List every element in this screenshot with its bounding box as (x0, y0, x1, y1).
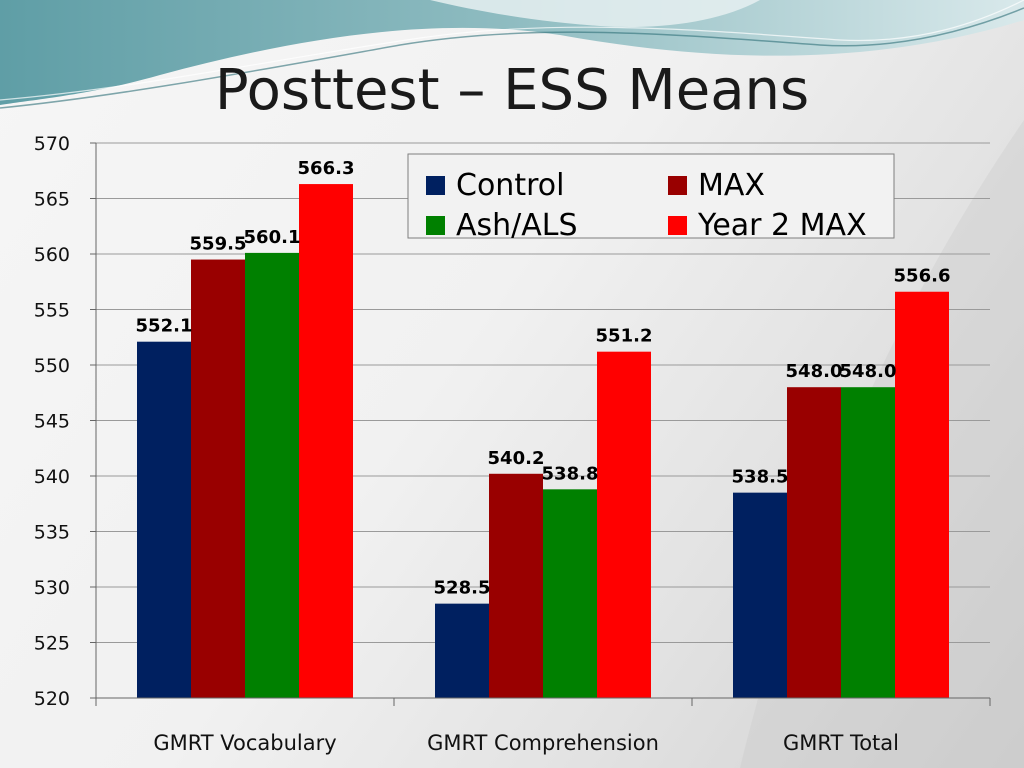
legend-label: Year 2 MAX (697, 208, 867, 243)
bar (543, 489, 597, 698)
y-tick-label: 525 (34, 633, 70, 655)
y-tick-label: 530 (34, 577, 70, 599)
y-tick-label: 565 (34, 189, 70, 211)
y-tick-label: 540 (34, 466, 70, 488)
header-wave (0, 0, 1024, 105)
data-label: 548.0 (786, 361, 843, 382)
bar (191, 259, 245, 698)
x-tick-label: GMRT Comprehension (427, 731, 659, 755)
bar (841, 387, 895, 698)
bar (489, 473, 543, 698)
data-label: 551.2 (596, 326, 653, 347)
data-label: 538.8 (542, 463, 599, 484)
data-label: 548.0 (840, 361, 897, 382)
data-label: 566.3 (298, 158, 355, 179)
data-label: 560.1 (244, 227, 301, 248)
page-title: Posttest – ESS Means (214, 58, 810, 123)
legend: Control MAX Ash/ALS Year 2 MAX (407, 153, 895, 243)
legend-swatch (426, 176, 445, 195)
legend-label: MAX (698, 168, 765, 203)
header-wave-light (430, 0, 760, 27)
data-label: 528.5 (434, 578, 491, 599)
bar (245, 252, 299, 698)
y-tick-label: 545 (34, 411, 70, 433)
y-tick-label: 535 (34, 522, 70, 544)
bar (733, 492, 787, 698)
legend-label: Control (456, 168, 564, 203)
data-label: 540.2 (488, 448, 545, 469)
legend-swatch (426, 216, 445, 235)
x-tick-label: GMRT Total (783, 731, 899, 755)
header-wave-line (0, 7, 1024, 109)
data-label: 556.6 (894, 266, 951, 287)
legend-box (407, 153, 895, 239)
axes: 520 525 530 535 540 545 550 555 560 565 570 GMRT Vo… (34, 133, 991, 755)
legend-label: Ash/ALS (456, 208, 578, 243)
bars (137, 184, 949, 698)
data-label: 552.1 (136, 316, 193, 337)
legend-swatch (668, 176, 687, 195)
y-tick-label: 520 (34, 688, 70, 710)
y-tick-label: 560 (34, 244, 70, 266)
bar (895, 291, 949, 698)
y-tick-label: 550 (34, 355, 70, 377)
bar (299, 184, 353, 698)
bar (597, 351, 651, 698)
legend-swatch (668, 216, 687, 235)
x-tick-label: GMRT Vocabulary (153, 731, 336, 755)
bar (435, 603, 489, 698)
bar (787, 387, 841, 698)
y-tick-label: 570 (34, 133, 70, 155)
data-label: 538.5 (732, 467, 789, 488)
header-wave-line-2 (0, 0, 1024, 101)
y-tick-label: 555 (34, 300, 70, 322)
bar (137, 341, 191, 698)
data-label: 559.5 (190, 234, 247, 255)
